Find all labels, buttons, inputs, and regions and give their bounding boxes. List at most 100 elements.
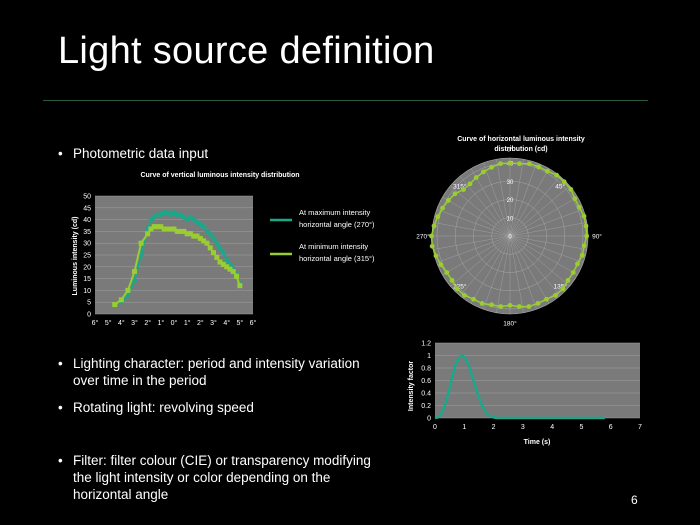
data-point: [155, 224, 161, 230]
data-point: [171, 226, 177, 232]
data-point: [438, 262, 444, 268]
y-tick-label: 35: [83, 229, 91, 236]
data-point: [112, 302, 118, 308]
data-point: [526, 304, 532, 309]
data-point: [576, 204, 582, 210]
data-point: [433, 253, 439, 259]
angle-label: 315°: [453, 182, 467, 190]
data-point: [131, 277, 138, 284]
radial-tick-label: 30: [507, 180, 514, 186]
data-point: [118, 297, 124, 303]
data-point: [207, 230, 214, 237]
data-point: [211, 250, 216, 256]
x-tick-label: 1: [462, 424, 466, 431]
spoke-gridline: [470, 168, 511, 237]
data-point: [467, 181, 473, 187]
spoke-gridline: [450, 235, 511, 287]
bullet-marker: •: [58, 146, 63, 161]
data-point: [161, 209, 168, 216]
data-point: [444, 270, 450, 275]
data-point: [498, 161, 503, 167]
spoke-gridline: [450, 185, 511, 237]
data-point: [148, 226, 154, 232]
y-tick-label: 0.2: [421, 403, 431, 410]
x-tick-label: 2°: [197, 319, 204, 327]
data-point: [507, 302, 513, 308]
y-tick-label: 30: [83, 241, 91, 248]
data-point: [187, 231, 193, 237]
bullet-filter: • Filter: filter colour (CIE) or transpa…: [58, 452, 388, 503]
data-point: [536, 164, 542, 170]
data-point: [161, 226, 167, 232]
data-point: [575, 261, 580, 267]
data-point: [234, 273, 240, 279]
data-point: [568, 186, 574, 192]
y-tick-label: 40: [83, 217, 91, 224]
data-point: [213, 240, 220, 247]
spoke-gridline: [509, 168, 550, 237]
data-point: [471, 296, 476, 302]
data-point: [517, 161, 522, 167]
y-tick-label: 0: [87, 312, 91, 319]
title-divider: [43, 100, 648, 101]
data-point: [201, 238, 207, 244]
spoke-gridline: [509, 235, 537, 310]
data-point: [526, 161, 532, 167]
angle-label: 0°: [507, 146, 514, 154]
bullet-lighting-character: • Lighting character: period and intensi…: [58, 355, 388, 389]
y-tick-label: 0: [427, 416, 431, 423]
data-point: [429, 243, 435, 249]
data-point: [217, 244, 224, 251]
spoke-gridline: [442, 196, 511, 237]
radial-tick-label: 0: [508, 235, 512, 241]
x-axis-label: Time (s): [524, 439, 551, 446]
data-point: [473, 175, 479, 180]
data-point: [554, 172, 560, 178]
bullet-photometric: • Photometric data input: [58, 145, 388, 162]
x-tick-label: 3°: [210, 319, 217, 327]
data-point: [207, 245, 213, 251]
data-point: [498, 304, 504, 309]
data-point: [220, 261, 226, 267]
bullet-marker: •: [58, 400, 63, 415]
data-point: [237, 283, 243, 289]
spoke-gridline: [436, 235, 511, 263]
y-tick-label: 0.4: [421, 391, 431, 398]
y-tick-label: 0.8: [421, 366, 431, 373]
data-point: [174, 228, 180, 234]
y-tick-label: 10: [83, 288, 91, 295]
legend-label: At minimum intensity: [299, 242, 368, 251]
data-point: [560, 286, 566, 292]
data-point: [570, 270, 576, 275]
x-tick-label: 0°: [171, 319, 178, 327]
x-tick-label: 1°: [157, 319, 164, 327]
spoke-gridline: [496, 235, 511, 313]
spoke-gridline: [496, 159, 511, 237]
page-number: 6: [631, 493, 638, 507]
data-point: [481, 169, 486, 175]
y-axis-label: Luminous intensity (cd): [72, 217, 79, 296]
bullet-marker: •: [58, 453, 63, 468]
x-tick-label: 3°: [131, 319, 138, 327]
data-point: [145, 231, 151, 237]
spoke-gridline: [509, 235, 587, 250]
data-point: [545, 168, 550, 174]
data-point: [544, 296, 549, 302]
slide-title: Light source definition: [58, 30, 435, 72]
x-tick-label: 4°: [118, 319, 125, 327]
series-line: [434, 354, 605, 420]
x-tick-label: 2: [492, 424, 496, 431]
spoke-gridline: [433, 222, 511, 237]
data-point: [553, 292, 558, 298]
x-tick-label: 5: [579, 424, 583, 431]
x-tick-label: 5°: [236, 319, 243, 327]
x-tick-label: 3: [521, 424, 525, 431]
data-point: [158, 224, 164, 230]
x-tick-label: 6°: [250, 319, 257, 327]
bullet-rotating-light: • Rotating light: revolving speed: [58, 399, 388, 416]
spoke-gridline: [509, 235, 570, 287]
data-point: [435, 214, 441, 220]
data-point: [445, 198, 451, 203]
spoke-gridline: [509, 185, 570, 237]
